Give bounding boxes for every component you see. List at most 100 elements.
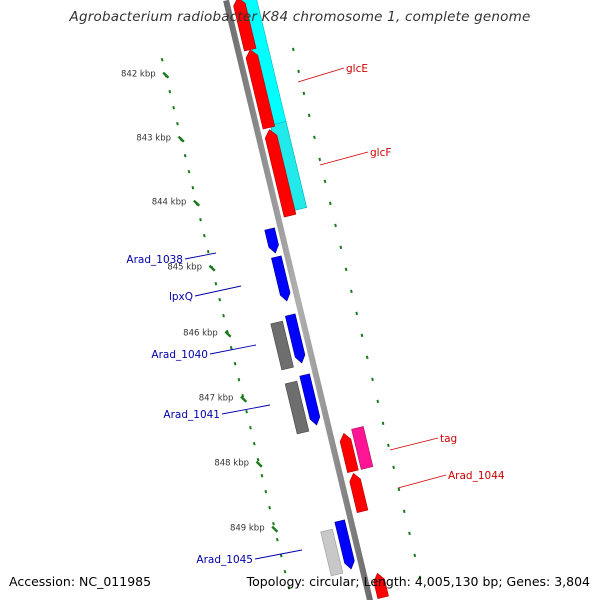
gene-box-tag-rna	[351, 426, 374, 470]
outer-ruler-dot	[365, 355, 369, 360]
inner-ruler-dot	[272, 521, 275, 526]
backbone	[223, 0, 373, 600]
gene-label[interactable]: Arad_1040	[151, 349, 208, 361]
inner-ruler-dot	[241, 393, 245, 398]
outer-ruler-dot	[323, 179, 327, 184]
inner-ruler-dot	[172, 105, 175, 110]
gene-arrow-arad-1040	[285, 313, 306, 364]
outer-ruler-dot	[297, 69, 300, 74]
ruler-tick-label: 848 kbp	[214, 459, 249, 469]
inner-ruler-dot	[214, 281, 218, 286]
outer-ruler-dot	[350, 289, 353, 294]
inner-ruler-dot	[160, 57, 164, 62]
ruler-tick-major	[240, 395, 248, 403]
gene-arrow-glcE	[245, 49, 276, 130]
inner-ruler-dot	[252, 441, 256, 446]
inner-ruler-dot	[279, 553, 283, 558]
gene-label-leader	[209, 344, 257, 355]
gene-arrow-arad-1041	[299, 373, 321, 426]
inner-ruler-dot	[287, 585, 291, 590]
inner-ruler-dot	[168, 89, 172, 94]
inner-ruler-dot	[199, 217, 202, 222]
ruler-tick-major	[193, 199, 201, 207]
inner-ruler-dot	[191, 185, 195, 190]
gene-features	[233, 0, 389, 599]
map-title: Agrobacterium radiobacter K84 chromosome…	[69, 9, 531, 25]
ruler-tick-major	[162, 71, 170, 79]
outer-ruler-dot	[355, 311, 359, 316]
outer-ruler-dot	[307, 113, 311, 118]
ruler-tick-label: 849 kbp	[230, 524, 265, 534]
gene-label[interactable]: glcF	[370, 147, 391, 159]
inner-ruler-dot	[268, 505, 271, 510]
gene-label-leader	[297, 67, 345, 83]
inner-ruler-dot	[237, 377, 241, 382]
outer-ruler-dot	[328, 201, 332, 206]
gene-label[interactable]: tag	[440, 433, 457, 445]
inner-ruler-dot	[187, 169, 191, 174]
ruler-tick-major	[271, 525, 279, 533]
ruler-tick-major	[224, 330, 232, 338]
ruler-tick-label: 847 kbp	[199, 394, 234, 404]
gene-box-gray-2	[284, 380, 310, 435]
inner-ruler-dot	[176, 121, 179, 126]
ruler-tick-major	[255, 460, 263, 468]
gene-box-gray-1	[270, 320, 294, 371]
outer-ruler-dot	[302, 91, 306, 96]
gene-label-leader	[221, 404, 271, 415]
inner-ruler-dot	[283, 569, 287, 574]
outer-ruler-dot	[397, 487, 401, 492]
inner-ruler-dot	[229, 345, 233, 350]
outer-ruler-dot	[402, 509, 406, 514]
ruler-tick-major	[177, 135, 185, 143]
gene-label[interactable]: lpxQ	[169, 291, 193, 303]
outer-ruler-dot	[334, 223, 337, 228]
gene-arrow-arad-1044	[349, 472, 369, 513]
inner-ruler-dot	[233, 361, 237, 366]
inner-ruler-dot	[256, 457, 260, 462]
gene-label-leader	[194, 285, 242, 297]
outer-ruler-dot	[360, 333, 364, 338]
outer-ruler-dot	[387, 443, 390, 448]
outer-ruler-dot	[344, 267, 348, 272]
gene-arrow-arad-1038	[264, 227, 279, 254]
backbone-line	[223, 0, 373, 600]
gene-arrow-tag	[339, 432, 359, 473]
ruler-tick-label: 846 kbp	[183, 329, 218, 339]
gene-label-leader	[389, 437, 439, 451]
inner-ruler-dot	[218, 297, 222, 302]
outer-ruler-dot	[318, 157, 322, 162]
ruler-tick-label: 845 kbp	[167, 263, 202, 273]
gene-label[interactable]: Arad_1038	[126, 254, 183, 266]
ruler-tick-label: 843 kbp	[136, 134, 171, 144]
ruler-tick-major	[208, 264, 216, 272]
outer-ruler-dot	[413, 553, 417, 558]
inner-ruler-dot	[206, 249, 210, 254]
ruler-tick-label: 842 kbp	[121, 70, 156, 80]
gene-box-light-gray	[320, 528, 344, 577]
gene-label-leader	[397, 474, 447, 489]
outer-ruler-dot	[376, 399, 380, 404]
ruler-ticks: 842 kbp 843 kbp 844 kbp 845 kbp 846 kbp 847 k…	[121, 47, 422, 590]
gene-label[interactable]: glcE	[346, 63, 368, 75]
gene-label[interactable]: Arad_1044	[448, 470, 505, 482]
gene-label[interactable]: Arad_1045	[196, 554, 253, 566]
gene-arrow-next-red	[373, 572, 389, 599]
gene-arrow-arad-1045	[334, 519, 355, 570]
outer-ruler-dot	[418, 575, 422, 580]
gene-label-leader	[319, 151, 369, 166]
outer-ruler-dot	[313, 135, 316, 140]
outer-ruler-dot	[392, 465, 395, 470]
accession-text: Accession: NC_011985	[9, 574, 152, 589]
gene-label-leader	[254, 549, 303, 560]
gene-label[interactable]: Arad_1041	[163, 409, 220, 421]
inner-ruler-dot	[245, 409, 248, 414]
ruler-tick-label: 844 kbp	[152, 198, 187, 208]
outer-ruler-dot	[371, 377, 374, 382]
gene-label-leader	[184, 252, 217, 260]
gene-arrow-prev	[233, 0, 257, 52]
outer-ruler-dot	[408, 531, 411, 536]
outer-ruler-dot	[291, 47, 295, 52]
